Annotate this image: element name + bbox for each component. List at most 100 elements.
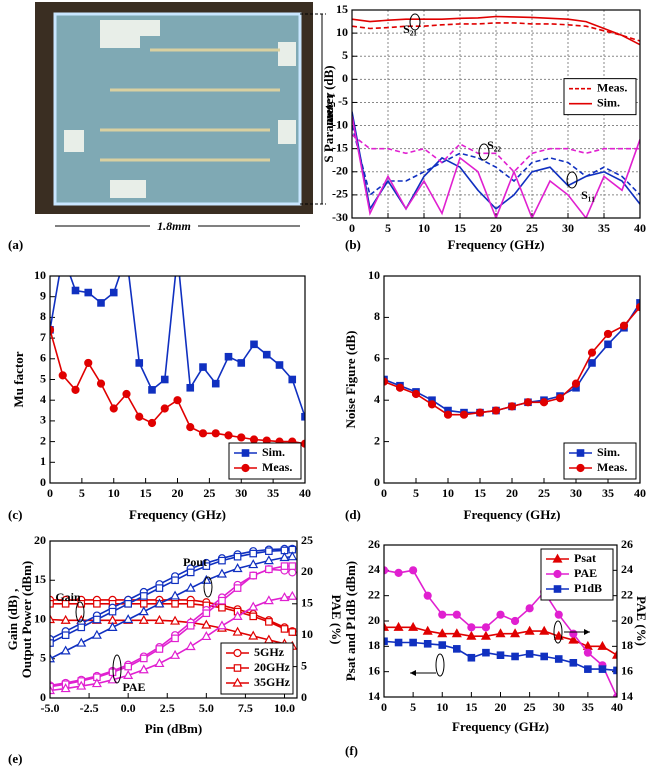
legend-label: Meas. — [597, 80, 627, 94]
y-axis-title: Noise Figure (dB) — [343, 331, 358, 429]
plot-frame — [383, 544, 618, 698]
marker — [248, 630, 259, 640]
marker — [249, 571, 258, 580]
marker — [218, 556, 226, 565]
marker — [84, 288, 93, 297]
marker — [263, 595, 274, 605]
annotation-ellipse — [203, 576, 213, 598]
marker — [218, 596, 226, 605]
marker — [384, 566, 389, 575]
arrow-head — [584, 629, 590, 635]
marker — [496, 610, 505, 619]
marker — [123, 669, 134, 679]
marker — [60, 614, 71, 624]
x-axis-title: Frequency (GHz) — [129, 507, 226, 522]
x-tick-label: 20 — [506, 486, 518, 500]
marker — [108, 607, 117, 616]
pad — [140, 20, 160, 36]
x-tick-label: 40 — [611, 700, 623, 714]
marker — [569, 629, 578, 638]
marker — [201, 619, 212, 629]
y-tick-label: 20 — [368, 613, 380, 627]
y2-tick-label: 16 — [621, 663, 633, 677]
x-tick-label: 5.0 — [199, 701, 214, 715]
marker — [154, 658, 165, 668]
marker — [232, 677, 243, 687]
marker — [170, 590, 181, 600]
marker — [569, 658, 578, 667]
x-tick-label: 15 — [140, 486, 152, 500]
marker — [262, 350, 271, 359]
marker — [202, 562, 211, 570]
y2-axis-title: PAE (%) — [329, 595, 344, 645]
pad — [278, 42, 296, 66]
plot-area — [384, 566, 617, 697]
marker — [411, 389, 421, 399]
marker — [248, 559, 259, 569]
x-tick-label: 40 — [634, 486, 646, 500]
marker — [427, 400, 437, 409]
marker — [124, 599, 132, 608]
marker — [186, 621, 195, 630]
chip-traces — [100, 48, 280, 162]
x-tick-label: 35 — [598, 221, 610, 235]
panel-label: (a) — [8, 237, 23, 252]
marker — [76, 637, 87, 647]
marker — [603, 329, 613, 339]
marker — [139, 599, 148, 608]
x-tick-label: 10.0 — [274, 701, 295, 715]
marker — [250, 340, 258, 349]
marker — [50, 639, 54, 647]
marker — [611, 649, 617, 659]
x-tick-label: 15 — [474, 486, 486, 500]
marker — [186, 568, 195, 577]
y-tick-label: 0 — [40, 690, 46, 704]
marker — [174, 252, 180, 258]
y-tick-label: 8 — [40, 309, 46, 323]
marker — [481, 623, 491, 632]
y2-tick-label: 24 — [621, 562, 633, 576]
marker — [539, 625, 550, 635]
marker — [511, 652, 519, 661]
marker — [139, 592, 148, 600]
marker — [249, 435, 259, 444]
y-tick-label: 10 — [336, 25, 348, 39]
x-tick-label: 5 — [413, 486, 419, 500]
annotation-ellipse — [566, 171, 578, 189]
marker — [139, 654, 148, 663]
y-tick-label: 0 — [342, 71, 348, 85]
series-line — [352, 116, 640, 218]
y-axis-title: Mu factor — [11, 351, 26, 407]
x-axis-title: Frequency (GHz) — [448, 237, 545, 252]
annotation: Pout — [183, 555, 207, 569]
marker — [60, 683, 71, 693]
chip-photo: 1.8mm 1.5mm (a) — [8, 2, 338, 252]
marker — [576, 449, 585, 457]
marker — [409, 566, 418, 575]
legend-label: Sim. — [597, 95, 620, 109]
marker — [280, 625, 289, 633]
legend-box — [563, 78, 637, 116]
y-tick-label: 2 — [374, 433, 380, 447]
marker — [265, 618, 273, 626]
annotation-ellipse — [75, 601, 85, 623]
plot-frame — [383, 275, 641, 484]
marker — [122, 389, 131, 399]
y-tick-label: 4 — [374, 392, 380, 406]
y-tick-label: 5 — [40, 371, 46, 385]
marker — [393, 621, 404, 631]
marker — [171, 576, 179, 585]
height-label: 1.5mm — [324, 92, 338, 126]
marker — [553, 585, 562, 593]
marker — [249, 549, 258, 558]
marker — [459, 410, 469, 419]
marker — [635, 302, 640, 312]
panel-label: (d) — [345, 507, 361, 522]
marker — [201, 631, 212, 641]
y-tick-label: 6 — [374, 351, 380, 365]
marker — [496, 651, 505, 660]
x-tick-label: 10 — [442, 486, 454, 500]
marker — [249, 612, 258, 621]
plot-area — [384, 299, 640, 419]
pad — [64, 130, 84, 152]
